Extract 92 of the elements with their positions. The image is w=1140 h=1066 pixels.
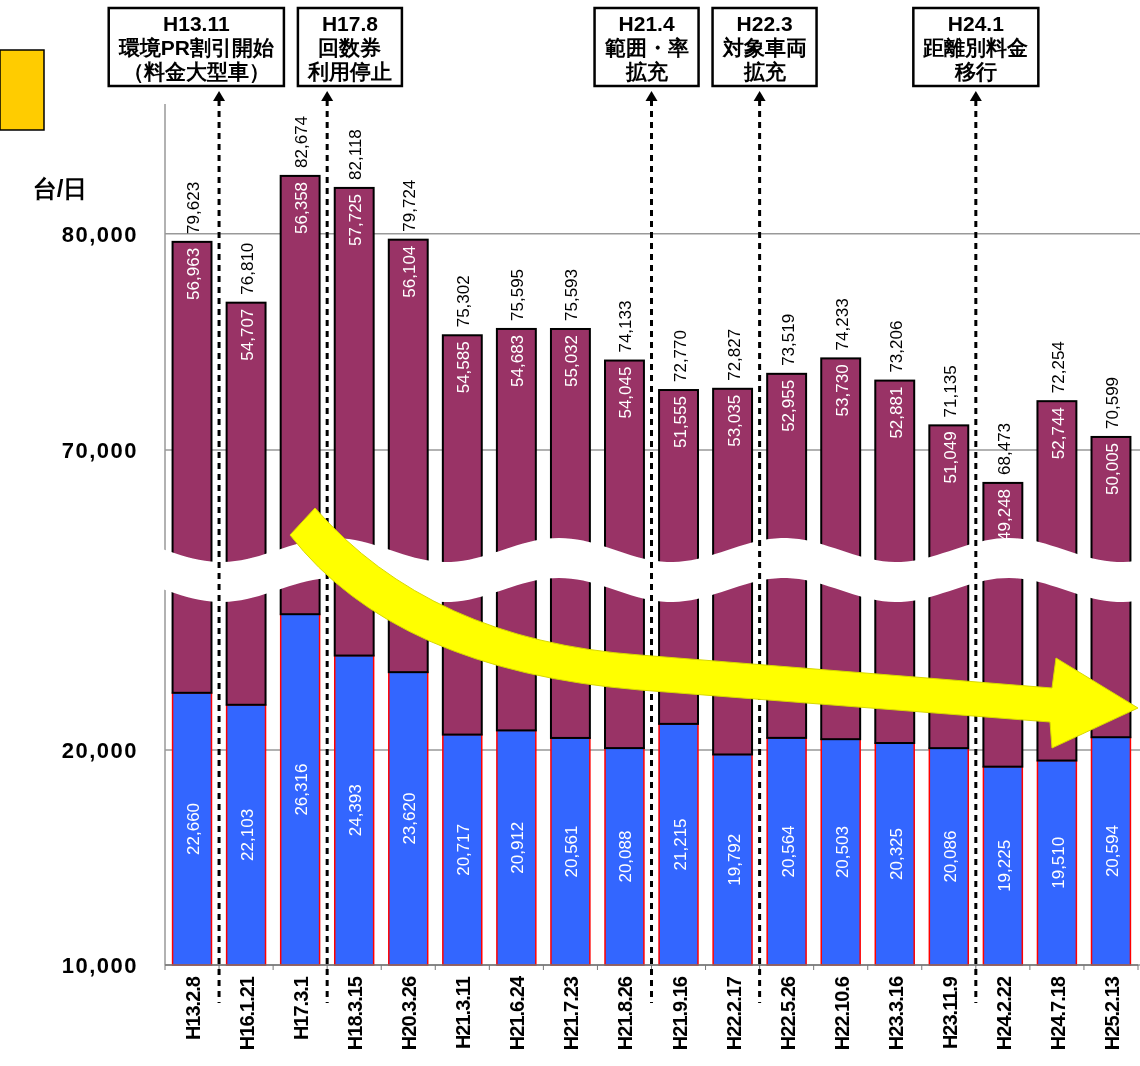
x-tick-label: H22.10.6 [830,976,853,1051]
x-tick-label: H20.3.26 [398,976,421,1051]
data-label: 22,103 [238,808,258,861]
text: 回数券 [318,36,382,59]
text: 環境PR割引開始 [117,36,275,59]
annotation: 53,730 [832,364,852,417]
annotation: 56,358 [292,181,312,234]
x-tick-label: H16.1.21 [236,976,259,1051]
annotation: 54,683 [508,334,528,387]
data-label: 20,088 [616,830,636,883]
text: 移行 [953,60,997,83]
annotation: 53,035 [724,394,744,447]
data-label: 73,206 [886,320,906,373]
x-tick-label: H25.2.13 [1100,976,1123,1051]
annotation: 52,955 [778,379,798,432]
annotation: 54,707 [238,308,258,361]
data-label: 23,620 [400,792,420,845]
x-tick-label: H21.3.11 [452,976,475,1050]
data-label: 24,393 [346,784,366,837]
text: H13.11 [163,12,230,35]
data-label: 68,473 [994,422,1014,475]
data-label: 19,792 [724,833,744,886]
x-tick-label: H22.5.26 [776,976,799,1051]
y-tick-label: 80,000 [61,221,138,247]
data-label: 79,724 [400,179,420,232]
x-tick-label: H17.3.1 [290,976,313,1041]
x-tick-label: H13.2.8 [182,976,205,1041]
x-tick-label: H23.3.16 [884,976,907,1051]
annotation: 52,881 [886,386,906,439]
data-label: 20,912 [508,821,528,874]
data-label: 20,561 [562,825,582,878]
data-label: 20,086 [940,830,960,883]
x-tick-label: H18.3.15 [344,976,367,1051]
data-label: 76,810 [238,242,258,295]
y-tick-label: 10,000 [61,953,138,978]
data-label: 72,254 [1048,341,1068,394]
text: H21.4 [618,12,675,35]
data-label: 20,503 [832,826,852,879]
data-label: 75,302 [454,275,474,328]
x-tick-label: H24.2.22 [992,976,1015,1051]
data-label: 82,118 [346,129,366,180]
x-tick-label: H21.9.16 [668,976,691,1051]
annotation: 54,045 [616,366,636,419]
data-label: 22,660 [184,802,204,855]
annotation: 56,104 [400,245,420,298]
annotation: 49,248 [994,488,1014,541]
text: 範囲・率 [603,36,689,59]
annotation: 56,963 [184,247,204,300]
data-label: 75,595 [508,268,528,321]
text: H22.3 [736,12,793,35]
data-label: 79,623 [184,181,204,234]
annotation: 51,049 [940,431,960,484]
text: H24.1 [947,12,1005,35]
data-label: 70,599 [1102,376,1122,429]
data-label: 19,225 [994,839,1014,892]
data-label: 26,316 [292,763,312,816]
data-label: 82,674 [292,115,312,168]
data-label: 74,133 [616,300,636,353]
data-label: 71,135 [940,365,960,418]
y-tick-label: 70,000 [61,437,138,463]
text: 対象車両 [721,36,807,59]
annotation: 50,005 [1102,442,1122,495]
data-label: 19,510 [1048,836,1068,889]
y-tick-label: 20,000 [61,738,138,763]
annotation: 51,555 [670,396,690,449]
x-tick-label: H21.8.26 [614,976,637,1051]
data-label: 20,564 [778,825,798,878]
annotation: 57,725 [346,193,366,246]
annotation: 55,032 [562,334,582,387]
x-tick-label: H21.7.23 [560,976,583,1051]
x-tick-label: H21.6.24 [506,975,529,1051]
text: 拡充 [624,60,669,83]
text: 距離別料金 [922,36,1029,59]
text: 利用停止 [306,60,392,83]
text: H17.8 [321,12,379,35]
data-label: 73,519 [778,313,798,366]
x-tick-label: H23.11.9 [938,976,961,1050]
data-label: 20,717 [454,823,474,876]
data-label: 75,593 [562,268,582,321]
y-axis-title: 台/日 [32,175,88,202]
data-label: 20,594 [1102,825,1122,878]
data-label: 72,770 [670,330,690,383]
text: 拡充 [742,60,787,83]
data-label: 21,215 [670,818,690,871]
annotation: 52,744 [1048,407,1068,460]
data-label: 20,325 [886,828,906,881]
data-label: 72,827 [724,328,744,381]
annotation: 54,585 [454,341,474,394]
x-tick-label: H24.7.18 [1046,976,1069,1051]
text: （料金大型車） [122,60,270,83]
x-tick-label: H22.2.17 [722,976,745,1051]
data-label: 74,233 [832,298,852,351]
